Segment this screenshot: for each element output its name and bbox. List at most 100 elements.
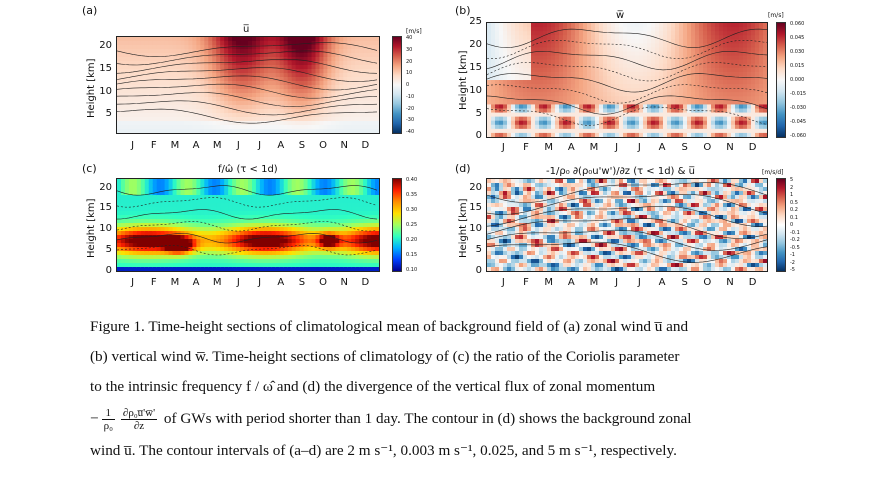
colorbar-tick: 0.2 <box>790 207 798 213</box>
panel-b: (b) w̅ Height [km] 25 20 15 10 5 0 J F M A M… <box>440 0 873 160</box>
x-tick-month: J <box>637 277 641 288</box>
caption-line: −1 ρ₀ ∂ρ₀u̅'w̅' ∂z of GWs with period short… <box>90 402 818 436</box>
colorbar-unit: [m/s] <box>406 28 422 35</box>
y-tick: 0 <box>475 265 482 276</box>
colorbar <box>776 22 786 138</box>
colorbar-tick: 0.30 <box>406 207 418 213</box>
figure-caption: Figure 1. Time-height sections of climat… <box>90 312 818 466</box>
x-tick-month: F <box>150 277 157 288</box>
x-tick-month: J <box>131 277 135 288</box>
x-tick-month: D <box>748 277 757 288</box>
y-axis-label: Height [km] <box>458 50 469 110</box>
x-tick-month: J <box>615 277 619 288</box>
x-tick-month: J <box>501 277 505 288</box>
colorbar-tick: 30 <box>406 46 413 53</box>
colorbar-tick: -1 <box>790 252 795 258</box>
x-tick-month: J <box>501 142 505 153</box>
fraction: ∂ρ₀u̅'w̅' ∂z <box>120 407 158 433</box>
colorbar-tick: -0.045 <box>790 119 807 125</box>
y-tick: 15 <box>99 63 112 74</box>
x-tick-month: A <box>277 140 285 151</box>
colorbar <box>776 178 786 272</box>
x-tick-month: F <box>150 140 157 151</box>
x-tick-month: N <box>340 277 348 288</box>
panel-c: (c) f/ω̂ (τ < 1d) Height [km] 20 15 10 5… <box>0 160 440 300</box>
y-tick: 15 <box>469 62 482 73</box>
colorbar-tick: 0 <box>406 82 410 88</box>
colorbar-tick: -0.2 <box>790 237 800 243</box>
minus-sign: − <box>90 410 99 427</box>
colorbar-tick: -10 <box>406 93 415 100</box>
x-tick-month: A <box>277 277 285 288</box>
y-tick: 5 <box>105 108 112 119</box>
colorbar-tick: 0.15 <box>406 252 418 258</box>
x-tick-month: J <box>615 142 619 153</box>
x-tick-month: J <box>236 277 240 288</box>
caption-line: to the intrinsic frequency f / ω̂ and (d… <box>90 378 656 395</box>
x-tick-month: N <box>726 277 734 288</box>
colorbar-tick: -0.030 <box>790 105 807 111</box>
colorbar-tick: 20 <box>406 58 413 65</box>
y-tick: 20 <box>99 40 112 51</box>
colorbar <box>392 36 402 134</box>
colorbar-tick: 0.060 <box>790 21 805 27</box>
colorbar-tick: 0.045 <box>790 35 805 41</box>
colorbar-tick: 0.1 <box>790 214 798 221</box>
panel-title: -1/ρ₀ ∂(ρ₀u'w')/∂z (τ < 1d) & u̅ <box>546 166 695 177</box>
x-tick-month: A <box>192 140 200 151</box>
y-tick: 20 <box>469 39 482 50</box>
colorbar-tick: -0.5 <box>790 244 800 251</box>
colorbar-tick: 0.10 <box>406 267 418 273</box>
x-tick-month: M <box>544 142 553 153</box>
x-tick-month: M <box>212 277 222 288</box>
x-tick-month: A <box>658 142 666 153</box>
caption-line: Figure 1. Time-height sections of climat… <box>90 318 689 335</box>
x-tick-month: J <box>131 140 135 151</box>
colorbar-tick: 10 <box>406 70 413 77</box>
caption-line: (b) vertical wind w̅. Time-height sectio… <box>90 348 680 365</box>
y-tick: 20 <box>469 182 482 193</box>
x-tick-month: M <box>170 277 180 288</box>
colorbar-tick: -20 <box>406 105 415 112</box>
fraction-denominator: ∂z <box>133 420 145 433</box>
y-tick: 15 <box>99 202 112 213</box>
colorbar-tick: 0.35 <box>406 192 418 198</box>
x-tick-month: J <box>637 142 641 153</box>
panel-letter: (a) <box>82 4 98 17</box>
x-tick-month: N <box>340 140 348 151</box>
y-tick: 10 <box>469 223 482 234</box>
panel-title: f/ω̂ (τ < 1d) <box>218 164 278 175</box>
colorbar-unit: [m/s/d] <box>762 169 784 176</box>
colorbar-tick: 40 <box>406 35 413 41</box>
panel-d: (d) -1/ρ₀ ∂(ρ₀u'w')/∂z (τ < 1d) & u̅ Hei… <box>440 160 873 300</box>
y-tick: 25 <box>469 16 482 27</box>
colorbar-tick: 0.015 <box>790 63 805 69</box>
x-tick-month: O <box>703 142 712 153</box>
x-tick-month: S <box>681 277 688 288</box>
colorbar-unit: [m/s] <box>768 12 784 19</box>
colorbar-tick: 1 <box>790 192 794 198</box>
x-tick-month: J <box>258 277 262 288</box>
x-tick-month: F <box>523 277 529 288</box>
panel-letter: (b) <box>455 4 471 17</box>
x-tick-month: M <box>544 277 553 288</box>
colorbar <box>392 178 402 272</box>
x-tick-month: D <box>361 140 370 151</box>
colorbar-tick: 0.000 <box>790 77 805 83</box>
colorbar-tick: -2 <box>790 259 795 266</box>
y-tick: 5 <box>105 244 112 255</box>
x-tick-month: J <box>236 140 240 151</box>
colorbar-tick: -0.015 <box>790 91 807 97</box>
x-tick-month: A <box>658 277 666 288</box>
x-tick-month: J <box>258 140 262 151</box>
y-tick: 10 <box>99 223 112 234</box>
x-tick-month: F <box>523 142 529 153</box>
x-tick-month: S <box>681 142 688 153</box>
colorbar-tick: 0 <box>790 222 794 228</box>
caption-line: wind u̅. The contour intervals of (a–d) … <box>90 442 677 459</box>
contour-plot <box>116 36 380 134</box>
colorbar-tick: -30 <box>406 117 415 124</box>
colorbar-tick: 0.25 <box>406 222 418 228</box>
y-tick: 10 <box>99 86 112 97</box>
